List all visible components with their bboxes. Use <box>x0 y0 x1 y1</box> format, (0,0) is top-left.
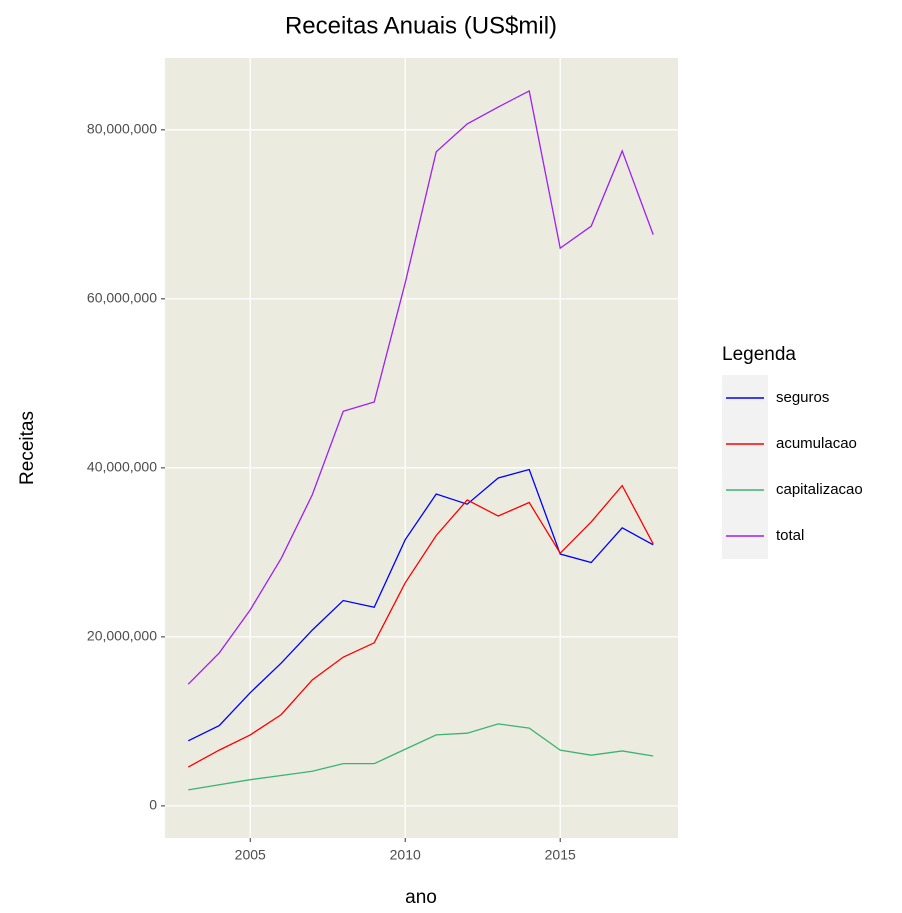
y-tick-label: 80,000,000 <box>87 121 157 137</box>
line-series <box>187 468 654 742</box>
line-series <box>188 723 654 791</box>
legend-label: total <box>776 527 804 544</box>
y-tick-label: 40,000,000 <box>87 459 157 475</box>
panel <box>165 58 678 838</box>
line-series <box>187 89 654 685</box>
legend-title: Legenda <box>722 344 796 365</box>
y-tick-label: 20,000,000 <box>87 628 157 644</box>
x-tick-label: 2010 <box>390 847 421 863</box>
legend-label: seguros <box>776 389 829 406</box>
legend-label: capitalizacao <box>776 481 863 498</box>
x-tick-label: 2005 <box>235 847 266 863</box>
y-axis-title: Receitas <box>17 411 38 485</box>
x-axis-title: ano <box>405 887 437 908</box>
chart-title: Receitas Anuais (US$mil) <box>285 12 557 39</box>
y-tick-label: 0 <box>149 797 157 813</box>
legend-label: acumulacao <box>776 435 857 452</box>
x-tick-label: 2015 <box>545 847 576 863</box>
y-tick-label: 60,000,000 <box>87 290 157 306</box>
line-series <box>187 484 654 768</box>
